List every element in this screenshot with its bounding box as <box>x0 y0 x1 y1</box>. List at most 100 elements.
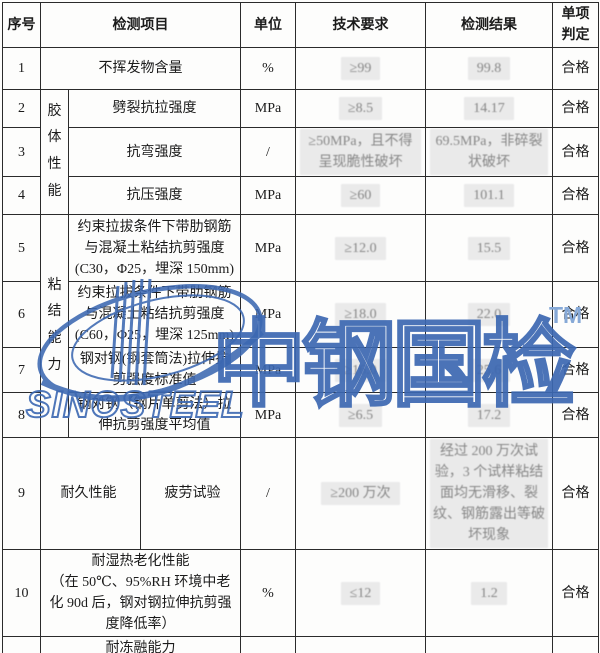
cell-item-split: 耐久性能 疲劳试验 <box>40 437 241 550</box>
req-value: ≥18.0 <box>335 303 386 326</box>
cell-result: 17.2 <box>425 392 553 438</box>
cell-judge: 合格 <box>552 549 599 637</box>
result-value: 25.6 <box>467 358 511 382</box>
cell-seq: 7 <box>2 347 41 393</box>
result-value: 经过 200 万次试验，3 个试样粘结面均无滑移、裂纹、钢筋露出等破坏现象 <box>430 439 548 548</box>
cell-result: 1.9 <box>425 636 553 653</box>
cell-item: 约束拉拔条件下带肋钢筋与混凝土粘结抗剪强度 (C60，Φ25，埋深 125mm) <box>68 281 241 348</box>
table-row: 5 粘结能力 约束拉拔条件下带肋钢筋与混凝土粘结抗剪强度 (C30，Φ25，埋深… <box>2 214 599 438</box>
group-cell-glue-performance: 胶体性能 <box>40 89 69 215</box>
cell-item: 不挥发物含量 <box>40 47 241 90</box>
cell-item: 钢对钢（钢片单剪法）拉伸抗剪强度平均值 <box>68 392 241 438</box>
cell-unit: / <box>240 127 296 177</box>
cell-req: ≥60 <box>295 176 426 215</box>
req-value: ≥6.5 <box>338 403 383 427</box>
result-value: 99.8 <box>467 57 511 80</box>
cell-judge: 合格 <box>552 176 599 215</box>
cell-unit: % <box>240 636 296 653</box>
result-value: 101.1 <box>464 184 514 207</box>
cell-req: ≥6.5 <box>295 392 426 438</box>
result-value: 1.2 <box>471 581 507 605</box>
cell-seq: 2 <box>2 89 41 128</box>
table-row: 9 耐久性能 疲劳试验 / ≥200 万次 经过 200 万次试验，3 个试样粘… <box>2 437 599 550</box>
header-unit: 单位 <box>240 2 296 48</box>
cell-item: 约束拉拔条件下带肋钢筋与混凝土粘结抗剪强度 (C30，Φ25，埋深 150mm) <box>68 214 241 282</box>
cell-judge: 合格 <box>552 392 599 438</box>
table-row: 1 不挥发物含量 % ≥99 99.8 合格 <box>2 47 599 90</box>
cell-item: 抗压强度 <box>68 176 241 215</box>
cell-judge: 合格 <box>552 636 599 653</box>
cell-judge: 合格 <box>552 89 599 128</box>
cell-judge: 合格 <box>552 214 599 282</box>
cell-judge: 合格 <box>552 127 599 177</box>
cell-req: ≥18.0 <box>295 281 426 348</box>
cell-seq: 9 <box>2 437 41 550</box>
cell-judge: 合格 <box>552 281 599 348</box>
group-cell-bond-capacity: 粘结能力 <box>40 214 69 438</box>
table-row: 10 耐湿热老化性能 （在 50℃、95%RH 环境中老化 90d 后，钢对钢拉… <box>2 549 599 637</box>
header-item: 检测项目 <box>40 2 241 48</box>
cell-item: 钢对钢(钢套筒法)拉伸抗剪强度标准值 <box>68 347 241 393</box>
cell-unit: MPa <box>240 347 296 393</box>
cell-req: ≥8.5 <box>295 89 426 128</box>
result-value: 22.0 <box>467 303 511 326</box>
cell-seq: 5 <box>2 214 41 282</box>
cell-item: 耐湿热老化性能 （在 50℃、95%RH 环境中老化 90d 后，钢对钢拉伸抗剪… <box>40 549 241 637</box>
cell-seq: 1 <box>2 47 41 90</box>
cell-seq: 8 <box>2 392 41 438</box>
cell-judge: 合格 <box>552 437 599 550</box>
cell-req: ≥12.0 <box>295 214 426 282</box>
table-row: 2 胶体性能 劈裂抗拉强度 MPa ≥8.5 14.17 合格 <box>2 89 599 215</box>
cell-seq: 10 <box>2 549 41 637</box>
cell-req: ≥200 万次 <box>295 437 426 550</box>
cell-seq: 6 <box>2 281 41 348</box>
req-value: ≥50MPa，且不得呈现脆性破坏 <box>300 129 421 175</box>
cell-item-durability: 耐久性能 <box>42 438 141 549</box>
cell-result: 69.5MPa，非碎裂状破坏 <box>425 127 553 177</box>
group-label: 胶体性能 <box>47 103 62 199</box>
cell-seq: 3 <box>2 127 41 177</box>
cell-unit: % <box>240 47 296 90</box>
table-row: 4 抗压强度 MPa ≥60 101.1 合格 <box>2 176 599 215</box>
table-row: 8 钢对钢（钢片单剪法）拉伸抗剪强度平均值 MPa ≥6.5 17.2 合格 <box>2 392 599 438</box>
cell-result: 99.8 <box>425 47 553 90</box>
cell-req: ≥16.0 <box>295 347 426 393</box>
cell-unit: MPa <box>240 89 296 128</box>
cell-unit: % <box>240 549 296 637</box>
req-value: ≥12.0 <box>335 236 386 260</box>
cell-item: 抗弯强度 <box>68 127 241 177</box>
cell-item: 劈裂抗拉强度 <box>68 89 241 128</box>
cell-seq: 4 <box>2 176 41 215</box>
table-header-row: 序号 检测项目 单位 技术要求 检测结果 单项判定 <box>2 2 599 48</box>
table-row: 6 约束拉拔条件下带肋钢筋与混凝土粘结抗剪强度 (C60，Φ25，埋深 125m… <box>2 281 599 348</box>
cell-item-fatigue: 疲劳试验 <box>164 486 221 501</box>
cell-result: 1.2 <box>425 549 553 637</box>
cell-result: 22.0 <box>425 281 553 348</box>
cell-judge: 合格 <box>552 47 599 90</box>
result-value: 17.2 <box>467 403 511 427</box>
result-value: 15.5 <box>467 236 511 260</box>
table-row: 11 耐冻融能力 （-25℃~35℃下循环 8h， 50 次后，钢对钢拉伸抗剪强… <box>2 636 599 653</box>
cell-unit: MPa <box>240 281 296 348</box>
result-value: 14.17 <box>464 97 514 120</box>
req-value: ≥8.5 <box>338 97 383 120</box>
header-result: 检测结果 <box>425 2 553 48</box>
req-value: ≥99 <box>340 57 381 80</box>
cell-result: 101.1 <box>425 176 553 215</box>
cell-result: 14.17 <box>425 89 553 128</box>
result-value: 69.5MPa，非碎裂状破坏 <box>430 129 548 175</box>
cell-unit: / <box>240 437 296 550</box>
header-judge: 单项判定 <box>552 2 599 48</box>
table-row: 3 抗弯强度 / ≥50MPa，且不得呈现脆性破坏 69.5MPa，非碎裂状破坏… <box>2 127 599 177</box>
cell-req: ≥50MPa，且不得呈现脆性破坏 <box>295 127 426 177</box>
req-value: ≥60 <box>340 184 381 207</box>
cell-req: ≤5 <box>295 636 426 653</box>
cell-result: 15.5 <box>425 214 553 282</box>
cell-result: 25.6 <box>425 347 553 393</box>
table-row: 7 钢对钢(钢套筒法)拉伸抗剪强度标准值 MPa ≥16.0 25.6 合格 <box>2 347 599 393</box>
req-value: ≥200 万次 <box>321 482 400 505</box>
header-req: 技术要求 <box>295 2 426 48</box>
group-label: 粘结能力 <box>47 277 62 373</box>
